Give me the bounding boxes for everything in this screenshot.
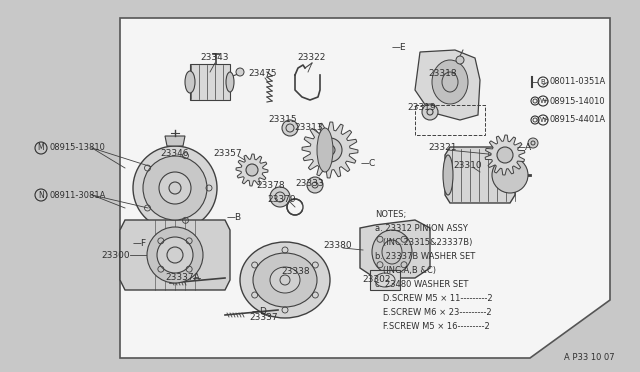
Text: 23378: 23378: [257, 180, 285, 189]
Polygon shape: [302, 122, 358, 178]
Text: 23302: 23302: [363, 276, 391, 285]
Circle shape: [528, 138, 538, 148]
Text: (INC.A,B &C): (INC.A,B &C): [375, 266, 436, 275]
Ellipse shape: [432, 60, 468, 104]
Text: 23379: 23379: [268, 196, 296, 205]
Text: c. 23480 WASHER SET: c. 23480 WASHER SET: [375, 280, 468, 289]
Text: NOTES;: NOTES;: [375, 210, 406, 219]
Polygon shape: [165, 136, 185, 146]
Circle shape: [282, 120, 298, 136]
Bar: [415, 105, 485, 135]
Text: 23357: 23357: [214, 148, 243, 157]
Text: 23322: 23322: [298, 54, 326, 62]
Circle shape: [270, 187, 290, 207]
Ellipse shape: [317, 128, 333, 172]
Text: 23346: 23346: [161, 148, 189, 157]
Circle shape: [456, 56, 464, 64]
Text: 08911-3081A: 08911-3081A: [50, 190, 106, 199]
Circle shape: [422, 104, 438, 120]
Text: 23475: 23475: [249, 68, 277, 77]
Bar: [370, 270, 400, 290]
Text: 08915-13810: 08915-13810: [50, 144, 106, 153]
Ellipse shape: [236, 68, 244, 76]
Text: N: N: [38, 190, 44, 199]
Ellipse shape: [443, 155, 453, 195]
Text: 23321: 23321: [429, 144, 457, 153]
Polygon shape: [120, 220, 230, 290]
Text: 23343: 23343: [201, 54, 229, 62]
Ellipse shape: [226, 72, 234, 92]
Circle shape: [157, 237, 193, 273]
Polygon shape: [236, 154, 268, 186]
Circle shape: [318, 138, 342, 162]
Text: 23300: 23300: [102, 250, 131, 260]
Text: 23318: 23318: [429, 68, 458, 77]
Text: F.SCREW M5 × 16---------2: F.SCREW M5 × 16---------2: [375, 322, 490, 331]
Ellipse shape: [253, 253, 317, 307]
Circle shape: [246, 164, 258, 176]
Text: D.SCREW M5 × 11---------2: D.SCREW M5 × 11---------2: [375, 294, 493, 303]
Circle shape: [147, 227, 203, 283]
Text: b. 23337B WASHER SET: b. 23337B WASHER SET: [375, 252, 476, 261]
Text: 23315: 23315: [269, 115, 298, 125]
Text: M: M: [38, 144, 44, 153]
Text: —C: —C: [361, 158, 376, 167]
Text: A P33 10 07: A P33 10 07: [564, 353, 615, 362]
Text: 08011-0351A: 08011-0351A: [550, 77, 606, 87]
Polygon shape: [360, 220, 430, 278]
Circle shape: [497, 147, 513, 163]
Text: —D: —D: [252, 308, 268, 317]
Text: (INC.23315&23337B): (INC.23315&23337B): [375, 238, 472, 247]
Text: —A: —A: [517, 144, 532, 153]
Text: 08915-14010: 08915-14010: [550, 96, 605, 106]
Ellipse shape: [270, 267, 300, 293]
Text: 23319: 23319: [408, 103, 436, 112]
Text: W: W: [540, 98, 547, 104]
Text: 08915-4401A: 08915-4401A: [550, 115, 606, 125]
Polygon shape: [190, 64, 230, 100]
Text: 23380: 23380: [324, 241, 352, 250]
Circle shape: [133, 146, 217, 230]
Text: —B: —B: [227, 214, 242, 222]
Circle shape: [492, 157, 528, 193]
Circle shape: [307, 177, 323, 193]
Polygon shape: [415, 50, 480, 120]
Text: —E: —E: [392, 42, 406, 51]
Polygon shape: [445, 147, 515, 203]
Text: 23338: 23338: [282, 267, 310, 276]
Text: —F: —F: [133, 238, 147, 247]
Ellipse shape: [185, 71, 195, 93]
Text: 23337: 23337: [250, 314, 278, 323]
Polygon shape: [485, 135, 525, 175]
Circle shape: [159, 172, 191, 204]
Polygon shape: [120, 18, 610, 358]
Text: a. 23312 PINION ASSY: a. 23312 PINION ASSY: [375, 224, 468, 233]
Text: B: B: [541, 79, 545, 85]
Circle shape: [143, 156, 207, 220]
Text: W: W: [540, 117, 547, 123]
Text: 23313: 23313: [294, 122, 323, 131]
Text: 23337A: 23337A: [166, 273, 200, 282]
Text: E.SCREW M6 × 23---------2: E.SCREW M6 × 23---------2: [375, 308, 492, 317]
Text: 23310: 23310: [454, 160, 483, 170]
Text: 23333: 23333: [296, 179, 324, 187]
Ellipse shape: [372, 230, 412, 274]
Ellipse shape: [240, 242, 330, 318]
